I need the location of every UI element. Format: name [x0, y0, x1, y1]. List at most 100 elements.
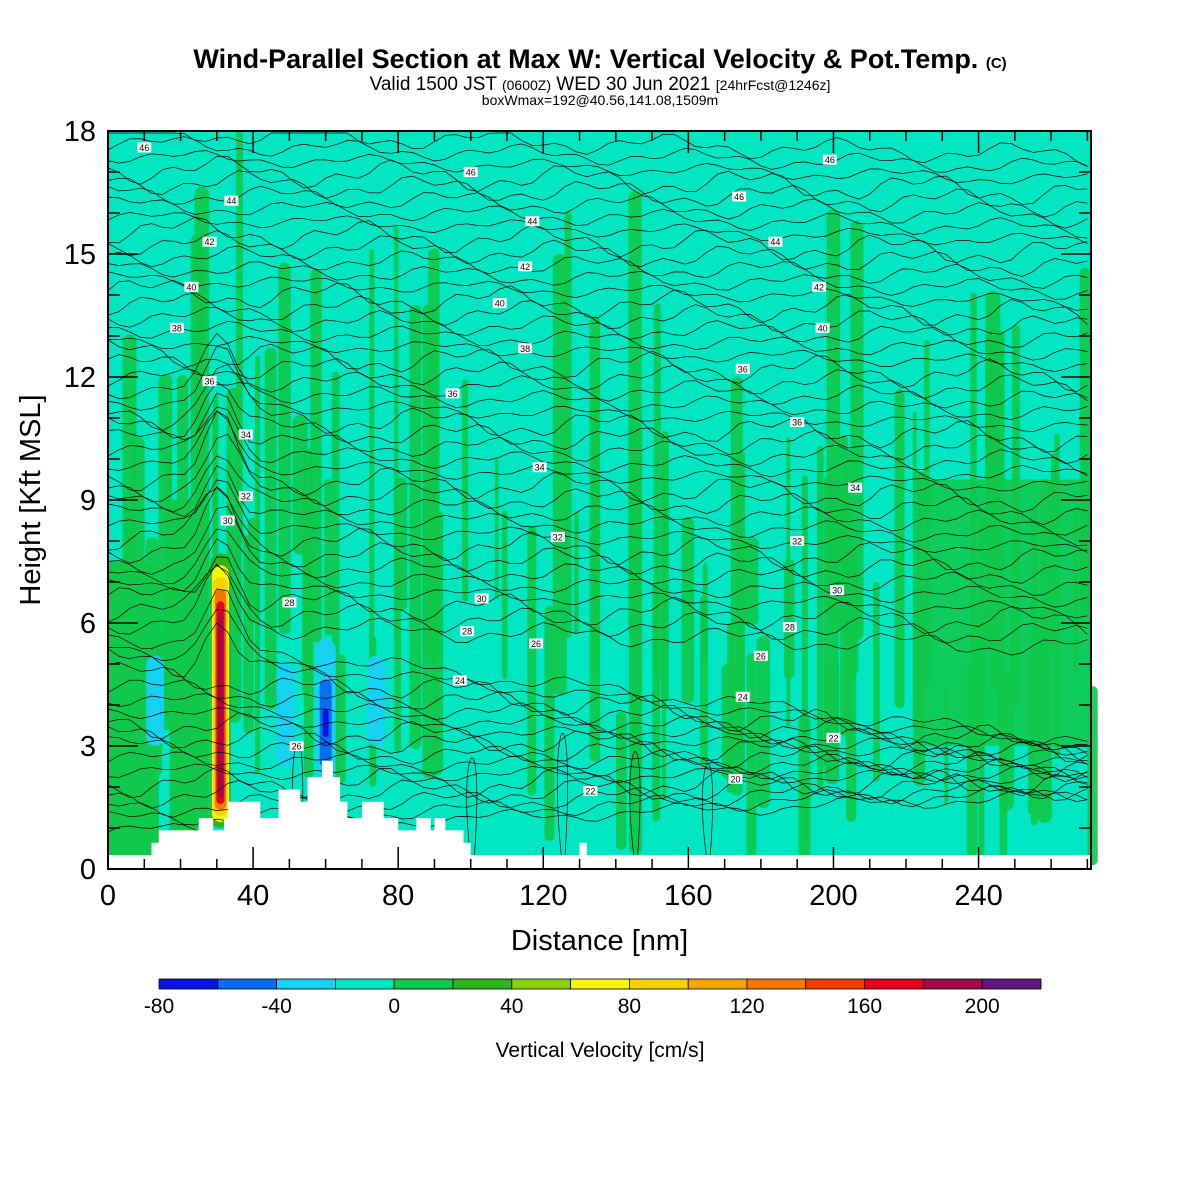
theta-label: 32	[550, 531, 565, 542]
theta-label: 34	[848, 482, 863, 493]
updraft-streak	[746, 653, 757, 858]
theta-contour-line	[107, 336, 1088, 372]
updraft-streak	[629, 427, 643, 855]
theta-contour-line	[107, 528, 1088, 608]
theta-label-text: 20	[731, 774, 741, 784]
theta-label-text: 36	[448, 389, 458, 399]
colorbar-swatch	[393, 978, 454, 990]
colorbar-tick-label: 40	[500, 995, 523, 1018]
theta-label-text: 36	[738, 364, 748, 374]
updraft-streak	[236, 131, 243, 545]
theta-label: 20	[728, 773, 743, 784]
theta-label: 30	[474, 593, 489, 604]
colorbar-swatch	[570, 978, 630, 990]
x-tick-label: 160	[664, 880, 712, 912]
y-tick-label: 12	[64, 362, 96, 394]
theta-label: 46	[137, 142, 152, 153]
updraft-streak	[369, 249, 375, 681]
updraft-streak	[255, 355, 261, 775]
theta-label-text: 28	[284, 598, 294, 608]
theta-label-text: 40	[186, 282, 196, 292]
theta-contour-line	[629, 751, 641, 857]
x-tick-label: 120	[519, 880, 567, 912]
colorbar-tick-label: 120	[729, 995, 764, 1018]
theta-label-box	[782, 622, 797, 633]
updraft-streak	[422, 304, 437, 657]
theta-label: 32	[790, 536, 805, 547]
updraft-core-band	[217, 613, 223, 798]
theta-label-text: 38	[520, 344, 530, 354]
theta-label: 44	[768, 236, 783, 247]
theta-contour-line	[107, 779, 1088, 818]
theta-label-box	[137, 142, 152, 153]
colorbar-swatch	[629, 978, 689, 990]
theta-contour-line	[107, 479, 1088, 553]
theta-label: 46	[822, 154, 837, 165]
y-tick-label: 3	[80, 731, 96, 763]
theta-label: 36	[202, 376, 217, 387]
theta-contour-line	[107, 196, 1088, 239]
theta-label-text: 32	[792, 537, 802, 547]
theta-label-box	[202, 236, 217, 247]
colorbar-tick-label: -40	[261, 995, 291, 1018]
colorbar-tick-label: 200	[965, 995, 1000, 1018]
theta-label-box	[753, 650, 768, 661]
theta-contour-line	[107, 354, 1088, 401]
theta-label: 34	[238, 429, 253, 440]
theta-label-box	[848, 482, 863, 493]
vertical-velocity-field	[108, 131, 1098, 869]
theta-label-box	[811, 281, 826, 292]
theta-contour-line	[107, 364, 1088, 453]
updraft-streak	[661, 453, 667, 801]
theta-label-text: 46	[139, 143, 149, 153]
theta-label-box	[445, 388, 460, 399]
theta-label-text: 30	[223, 516, 233, 526]
theta-contour-line	[108, 320, 1088, 361]
theta-contour-line	[107, 693, 1088, 762]
theta-label-text: 26	[531, 639, 541, 649]
colorbar-swatch	[864, 978, 924, 990]
theta-label-box	[474, 593, 489, 604]
theta-label-text: 44	[527, 217, 537, 227]
colorbar-swatch	[334, 978, 395, 990]
updraft-streak	[652, 583, 661, 822]
theta-label-box	[452, 675, 467, 686]
theta-label-text: 34	[535, 463, 545, 473]
updraft-streak	[743, 536, 759, 627]
downdraft-region	[146, 655, 165, 746]
theta-label: 32	[238, 490, 253, 501]
theta-contour-line	[466, 757, 478, 857]
theta-contour-line	[107, 339, 1088, 392]
theta-label: 26	[753, 650, 768, 661]
theta-contour-line	[107, 245, 1088, 289]
theta-label-box	[790, 536, 805, 546]
theta-label-box	[830, 585, 845, 596]
theta-label: 22	[826, 732, 841, 743]
colorbar-tick-label: 0	[388, 995, 400, 1018]
theta-label-box	[289, 741, 304, 751]
colorbar-tick-label: -80	[144, 995, 174, 1018]
theta-contour-line	[107, 679, 1088, 756]
theta-label-text: 22	[828, 733, 838, 743]
theta-contour-line	[107, 661, 1088, 765]
theta-label: 46	[732, 191, 747, 202]
updraft-streak	[721, 663, 735, 780]
theta-label-text: 42	[814, 282, 824, 292]
theta-label-box	[518, 343, 533, 354]
theta-label: 36	[790, 417, 805, 428]
theta-label-box	[463, 167, 478, 177]
theta-label-box	[822, 154, 837, 165]
theta-contour-line	[107, 465, 1088, 546]
theta-label-box	[550, 531, 565, 542]
theta-label-text: 26	[756, 651, 766, 661]
valid-utc: (0600Z)	[501, 77, 552, 93]
y-tick-label: 15	[64, 239, 96, 271]
colorbar-tick-label: 80	[618, 995, 641, 1018]
theta-label-box	[525, 216, 540, 227]
theta-label-box	[768, 236, 783, 247]
theta-contour-line	[107, 212, 1088, 246]
theta-label-text: 40	[818, 323, 828, 333]
theta-label: 40	[815, 322, 830, 333]
theta-label-text: 28	[462, 627, 472, 637]
